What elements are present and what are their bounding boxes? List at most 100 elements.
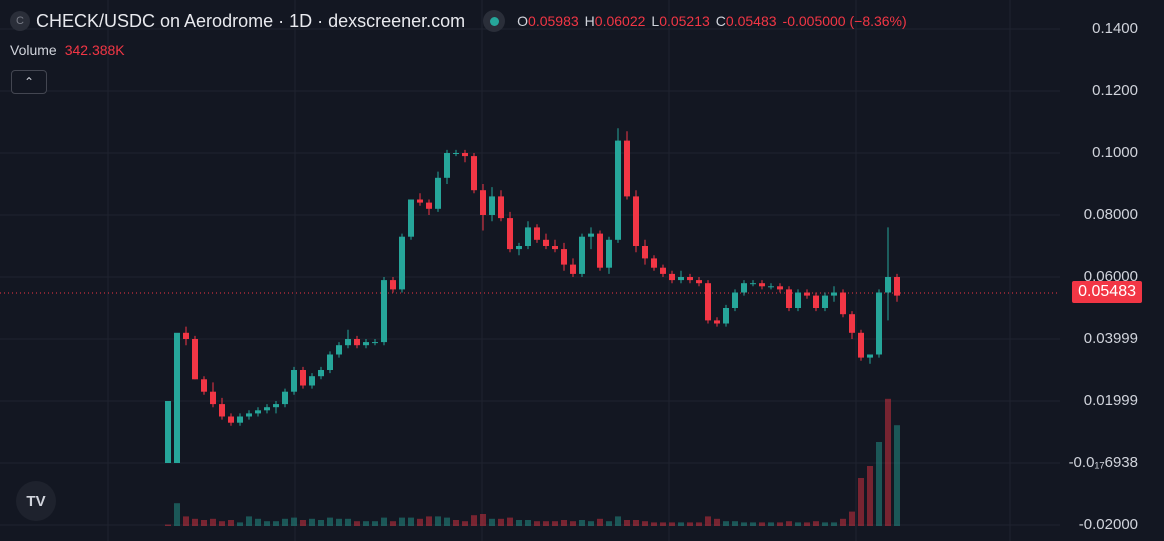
volume-bar bbox=[813, 521, 819, 526]
volume-bar bbox=[768, 522, 774, 526]
volume-bar bbox=[345, 518, 351, 526]
candle-body bbox=[282, 391, 288, 405]
candle-body bbox=[273, 404, 279, 408]
volume-bar bbox=[714, 518, 720, 526]
y-axis-tick-label: 0.01999 bbox=[1083, 392, 1138, 409]
y-axis-tick-label: -0.0₁₇6938 bbox=[1068, 454, 1138, 471]
volume-bar bbox=[201, 520, 207, 526]
candle-body bbox=[237, 416, 243, 423]
candle-body bbox=[309, 376, 315, 386]
volume-value: 342.388K bbox=[64, 42, 125, 58]
volume-bar bbox=[624, 520, 630, 526]
candle-body bbox=[858, 332, 864, 358]
volume-bar bbox=[570, 521, 576, 526]
candle-body bbox=[192, 339, 198, 380]
volume-bar bbox=[849, 511, 855, 526]
volume-bar bbox=[588, 521, 594, 526]
volume-bar bbox=[885, 398, 891, 526]
volume-bar bbox=[390, 521, 396, 526]
volume-bar bbox=[723, 521, 729, 526]
candle-body bbox=[660, 267, 666, 274]
volume-bar bbox=[489, 518, 495, 526]
volume-bar bbox=[453, 520, 459, 526]
candle-body bbox=[678, 277, 684, 281]
candle-body bbox=[453, 153, 459, 154]
candle-body bbox=[525, 227, 531, 246]
candle-body bbox=[885, 277, 891, 293]
candle-body bbox=[597, 233, 603, 268]
y-axis-tick-label: -0.02000 bbox=[1078, 516, 1138, 533]
volume-bar bbox=[732, 521, 738, 526]
candle-body bbox=[876, 292, 882, 355]
candle-body bbox=[372, 342, 378, 344]
candle-body bbox=[363, 342, 369, 346]
y-axis-tick-label: 0.1000 bbox=[1092, 144, 1138, 161]
volume-bar bbox=[336, 518, 342, 526]
volume-bar bbox=[264, 521, 270, 526]
volume-bar bbox=[741, 522, 747, 526]
candle-body bbox=[633, 196, 639, 246]
candle-body bbox=[615, 140, 621, 240]
volume-bar bbox=[696, 522, 702, 526]
candle-body bbox=[507, 218, 513, 250]
candle-body bbox=[498, 196, 504, 219]
last-price-tag: 0.05483 bbox=[1072, 281, 1142, 303]
candle-body bbox=[435, 177, 441, 209]
ohlc-values: O0.05983 H0.06022 L0.05213 C0.05483 -0.0… bbox=[517, 13, 907, 29]
candle-body bbox=[165, 401, 171, 463]
volume-bar bbox=[633, 520, 639, 526]
volume-bar bbox=[210, 518, 216, 526]
candle-body bbox=[426, 202, 432, 209]
chevron-up-icon: ⌃ bbox=[23, 75, 35, 89]
status-indicator[interactable] bbox=[483, 10, 506, 32]
ohlc-close-value: 0.05483 bbox=[725, 13, 777, 29]
y-axis-tick-label: 0.1200 bbox=[1092, 82, 1138, 99]
volume-bar bbox=[399, 517, 405, 526]
candle-body bbox=[822, 295, 828, 308]
volume-bar bbox=[363, 521, 369, 526]
candle-body bbox=[210, 391, 216, 405]
candle-body bbox=[624, 140, 630, 197]
candle-body bbox=[723, 308, 729, 324]
candle-body bbox=[264, 407, 270, 411]
volume-bar bbox=[561, 520, 567, 526]
volume-bar bbox=[237, 522, 243, 526]
tradingview-logo-icon[interactable]: TV bbox=[16, 481, 56, 521]
volume-bar bbox=[831, 522, 837, 526]
candle-body bbox=[759, 283, 765, 287]
candle-body bbox=[300, 370, 306, 386]
volume-bar bbox=[318, 520, 324, 526]
candle-body bbox=[543, 239, 549, 246]
candle-body bbox=[381, 280, 387, 343]
candle-body bbox=[651, 258, 657, 268]
volume-bar bbox=[687, 522, 693, 526]
volume-bar bbox=[183, 516, 189, 526]
volume-bar bbox=[534, 521, 540, 526]
candle-body bbox=[795, 292, 801, 308]
volume-bar bbox=[597, 518, 603, 526]
candle-body bbox=[561, 249, 567, 265]
candle-body bbox=[201, 379, 207, 392]
candle-body bbox=[705, 283, 711, 321]
candle-body bbox=[696, 280, 702, 284]
candle-body bbox=[489, 196, 495, 215]
volume-bar bbox=[705, 516, 711, 526]
volume-bar bbox=[867, 466, 873, 526]
volume-bar bbox=[327, 517, 333, 526]
volume-bar bbox=[372, 521, 378, 526]
y-axis-tick-label: 0.03999 bbox=[1083, 330, 1138, 347]
volume-bar bbox=[678, 522, 684, 526]
candle-body bbox=[768, 286, 774, 288]
volume-bar bbox=[804, 522, 810, 526]
collapse-legend-button[interactable]: ⌃ bbox=[11, 70, 47, 94]
y-axis-tick-label: 0.1400 bbox=[1092, 20, 1138, 37]
volume-bar bbox=[471, 515, 477, 526]
volume-bar bbox=[876, 442, 882, 526]
candle-body bbox=[444, 153, 450, 178]
volume-bar bbox=[480, 514, 486, 526]
candle-body bbox=[417, 199, 423, 203]
candle-body bbox=[327, 354, 333, 370]
candle-body bbox=[588, 233, 594, 237]
candle-body bbox=[228, 416, 234, 423]
